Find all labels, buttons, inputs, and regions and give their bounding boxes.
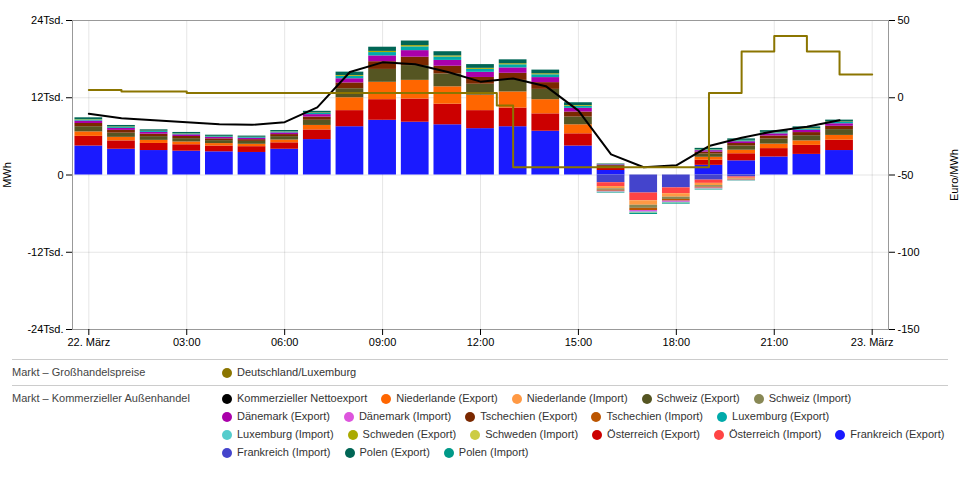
html-text:Österreich (Export): Österreich (Export) [607,428,700,440]
html-text:Polen (Import): Polen (Import) [458,446,529,458]
svg-text:09:00: 09:00 [369,336,397,348]
html-text:Frankreich (Export): Frankreich (Export) [850,428,945,440]
svg-text:-24Tsd.: -24Tsd. [27,323,63,335]
html-text:Tschechien (Import): Tschechien (Import) [606,410,703,422]
html-text:Luxemburg (Import): Luxemburg (Import) [237,428,334,440]
svg-text:0: 0 [57,169,63,181]
html-text:Luxemburg (Export): Luxemburg (Export) [732,410,830,422]
html-text:Tschechien (Export): Tschechien (Export) [480,410,578,422]
svg-text:-50: -50 [898,169,914,181]
svg-text:03:00: 03:00 [173,336,201,348]
svg-text:-150: -150 [898,323,920,335]
svg-text:-12Tsd.: -12Tsd. [27,246,63,258]
svg-text:21:00: 21:00 [760,336,788,348]
html-text:Markt – Großhandelspreise: Markt – Großhandelspreise [12,366,146,378]
svg-text:12:00: 12:00 [467,336,495,348]
html-text:Schweden (Export): Schweden (Export) [362,428,457,440]
html-text:Kommerzieller Nettoexport: Kommerzieller Nettoexport [237,392,368,404]
svg-text:50: 50 [898,14,910,26]
svg-text:15:00: 15:00 [565,336,593,348]
html-text:Schweiz (Export): Schweiz (Export) [656,392,740,404]
svg-text:23. März: 23. März [851,336,894,348]
html-text:Schweiz (Import): Schweiz (Import) [768,392,852,404]
svg-text:-100: -100 [898,246,920,258]
html-text:Niederlande (Export): Niederlande (Export) [396,392,498,404]
html-text:Österreich (Import): Österreich (Import) [729,428,822,440]
html-text:Deutschland/Luxemburg: Deutschland/Luxemburg [237,366,357,378]
svg-text:18:00: 18:00 [663,336,691,348]
html-text:Niederlande (Import): Niederlande (Import) [526,392,628,404]
svg-text:22. März: 22. März [67,336,110,348]
html-text:Polen (Export): Polen (Export) [359,446,430,458]
svg-text:Euro/MWh: Euro/MWh [948,149,960,201]
html-text:Markt – Kommerzieller Außenhan: Markt – Kommerzieller Außenhandel [12,392,190,404]
html-text:Dänemark (Import): Dänemark (Import) [358,410,452,422]
html-text:Schweden (Import): Schweden (Import) [485,428,579,440]
svg-text:24Tsd.: 24Tsd. [31,14,63,26]
html-text:Frankreich (Import): Frankreich (Import) [237,446,331,458]
html-text:Dänemark (Export): Dänemark (Export) [237,410,330,422]
svg-text:MWh: MWh [1,162,13,188]
svg-text:0: 0 [898,91,904,103]
svg-text:12Tsd.: 12Tsd. [31,91,63,103]
svg-text:06:00: 06:00 [271,336,299,348]
